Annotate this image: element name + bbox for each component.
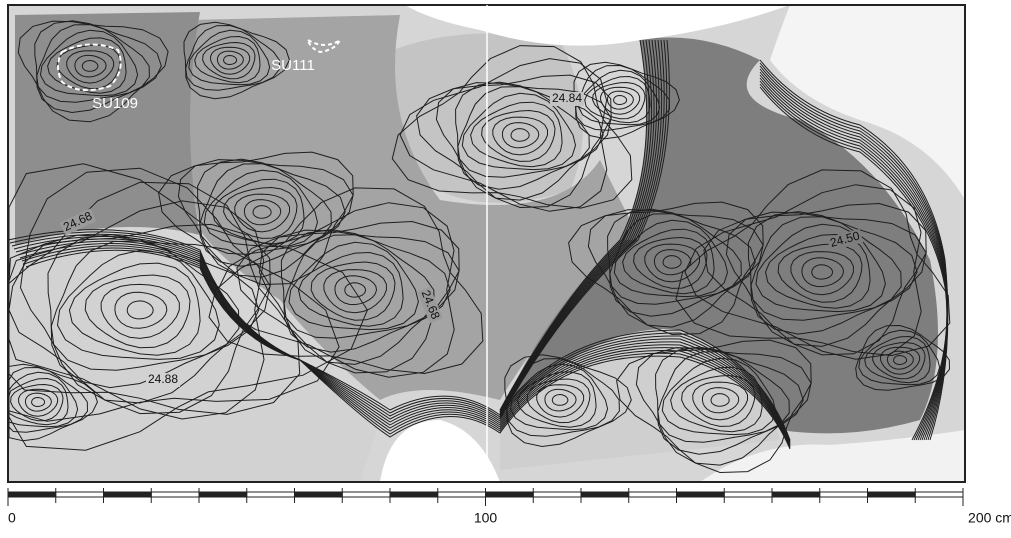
- scale-segment: [677, 492, 725, 497]
- scale-segment: [486, 492, 534, 497]
- feature-label: SU109: [92, 95, 138, 112]
- scale-segment: [390, 492, 438, 497]
- scale-segment: [247, 492, 295, 497]
- scale-segment: [104, 492, 152, 497]
- page: {"feature_labels": ["SU109", "SU111"], "…: [0, 0, 1011, 533]
- scale-segment: [295, 492, 343, 497]
- scale-segment: [820, 492, 868, 497]
- elevation-label: 24.84: [552, 91, 582, 105]
- scale-segment: [199, 492, 247, 497]
- contour-map: 0100200 cm SU109SU11124.8424.6824.6824.5…: [0, 0, 1011, 533]
- scale-segment: [581, 492, 629, 497]
- scale-segment: [533, 492, 581, 497]
- scale-label: 100: [474, 510, 498, 526]
- scale-segment: [772, 492, 820, 497]
- scale-label: 200 cm: [968, 510, 1011, 526]
- scale-label: 0: [8, 510, 16, 526]
- scale-segment: [629, 492, 677, 497]
- scale-segment: [724, 492, 772, 497]
- scale-segment: [915, 492, 963, 497]
- scale-segment: [868, 492, 916, 497]
- scale-segment: [56, 492, 104, 497]
- feature-label: SU111: [271, 57, 315, 74]
- elevation-label: 24.88: [148, 372, 178, 386]
- scale-segment: [342, 492, 390, 497]
- scale-segment: [151, 492, 199, 497]
- scale-bar: 0 100 200 cm: [8, 488, 1011, 526]
- scale-segment: [8, 492, 56, 497]
- scale-segment: [438, 492, 486, 497]
